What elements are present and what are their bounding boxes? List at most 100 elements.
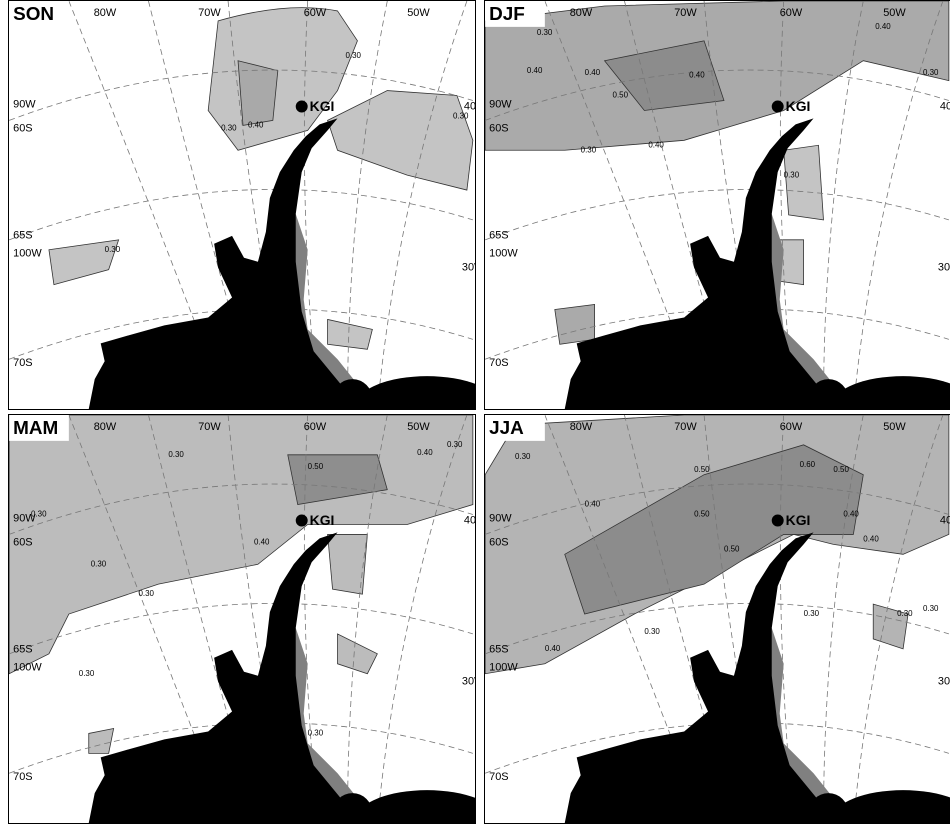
latitude-label: 90W	[489, 512, 512, 524]
station-label: KGI	[310, 98, 335, 114]
latitude-label: 100W	[489, 248, 518, 260]
latitude-label: 90W	[13, 98, 36, 110]
station-marker	[771, 514, 784, 527]
contour-label: 0.40	[585, 500, 601, 509]
latitude-label: 100W	[13, 662, 42, 674]
land	[833, 376, 950, 409]
land	[357, 790, 475, 823]
latitude-label: 70S	[13, 771, 32, 783]
contour-label: 0.30	[105, 245, 121, 254]
contour-label: 0.30	[168, 450, 184, 459]
contour-region	[337, 633, 378, 675]
station-label: KGI	[786, 98, 811, 114]
contour-region	[237, 60, 279, 126]
graticule-lat	[9, 189, 473, 241]
graticule-lat	[485, 483, 949, 535]
latitude-label: 70S	[13, 357, 32, 369]
latitude-label: 70S	[489, 771, 508, 783]
graticule-lon	[852, 415, 944, 823]
antarctic-peninsula	[88, 118, 354, 409]
longitude-label: 30W	[462, 676, 476, 688]
antarctic-peninsula	[564, 532, 830, 823]
graticule-lat	[485, 69, 949, 121]
longitude-label: 80W	[94, 7, 117, 19]
land	[357, 376, 475, 409]
longitude-label: 60W	[780, 7, 803, 19]
contour-label: 0.40	[248, 120, 264, 129]
title-box	[485, 1, 545, 27]
contour-label: 0.30	[31, 510, 47, 519]
graticule-lat	[485, 603, 949, 655]
map-panel: KGI 80W 70W 60W 50W 40W 30W 90W 60S 65S 100W 70S 0.3…	[484, 414, 950, 824]
station-label: KGI	[786, 512, 811, 528]
longitude-label: 80W	[570, 421, 593, 433]
contour-label: 0.30	[345, 51, 361, 60]
contour-region	[48, 239, 120, 286]
map-panel: KGI 80W 70W 60W 50W 40W 30W 90W 60S 65S 100W 70S 0.3…	[484, 0, 950, 410]
latitude-label: 60S	[489, 122, 508, 134]
contour-label: 0.40	[527, 66, 543, 75]
longitude-label: 80W	[94, 421, 117, 433]
contour-label: 0.40	[417, 448, 433, 457]
contour-label: 0.30	[453, 112, 469, 121]
contour-region	[88, 727, 115, 754]
graticule-lon	[703, 415, 765, 823]
longitude-label: 70W	[674, 421, 697, 433]
panel-title: SON	[13, 4, 54, 25]
contour-label: 0.30	[447, 440, 463, 449]
latitude-label: 65S	[489, 230, 508, 242]
contour-label: 0.30	[308, 729, 324, 738]
station-marker	[771, 100, 784, 113]
contour-label: 0.50	[694, 510, 710, 519]
longitude-label: 60W	[304, 7, 327, 19]
contour-label: 0.30	[923, 68, 939, 77]
latitude-label: 90W	[13, 512, 36, 524]
station-label: KGI	[310, 512, 335, 528]
contour-region	[485, 1, 950, 151]
contour-label: 0.30	[581, 145, 597, 154]
contour-label: 0.30	[897, 609, 913, 618]
antarctic-peninsula	[88, 532, 354, 823]
map-panel: KGI 80W 70W 60W 50W 40W 30W 90W 60S 65S 100W 70S 0.3…	[8, 0, 476, 410]
longitude-label: 30W	[462, 262, 476, 274]
contour-label: 0.40	[648, 140, 664, 149]
longitude-label: 30W	[938, 676, 950, 688]
latitude-label: 60S	[13, 122, 32, 134]
contour-label: 0.40	[843, 510, 859, 519]
graticule-lon	[227, 415, 289, 823]
longitude-label: 40W	[464, 100, 476, 112]
graticule-lon	[376, 415, 468, 823]
longitude-label: 40W	[940, 100, 950, 112]
station-marker	[295, 514, 308, 527]
longitude-label: 50W	[883, 421, 906, 433]
latitude-label: 70S	[489, 357, 508, 369]
map-panel: KGI 80W 70W 60W 50W 40W 30W 90W 60S 65S 100W 70S 0.3…	[8, 414, 476, 824]
contour-label: 0.60	[800, 460, 816, 469]
contour-label: 0.40	[585, 68, 601, 77]
longitude-label: 70W	[198, 7, 221, 19]
contour-label: 0.50	[724, 544, 740, 553]
contour-region	[872, 603, 909, 650]
longitude-label: 50W	[407, 7, 430, 19]
graticule-lon	[852, 1, 944, 409]
graticule-lon	[823, 415, 864, 823]
longitude-label: 50W	[407, 421, 430, 433]
antarctic-peninsula	[564, 118, 830, 409]
longitude-label: 40W	[464, 514, 476, 526]
longitude-label: 70W	[198, 421, 221, 433]
contour-label: 0.50	[613, 91, 629, 100]
contour-region	[564, 444, 864, 615]
panel-title: JJA	[489, 418, 524, 439]
contour-region	[327, 90, 474, 191]
longitude-label: 70W	[674, 7, 697, 19]
graticule-lon	[227, 1, 289, 409]
contour-label: 0.30	[515, 452, 531, 461]
title-box	[9, 415, 69, 441]
contour-label: 0.40	[863, 534, 879, 543]
contour-label: 0.30	[139, 589, 155, 598]
contour-label: 0.50	[833, 465, 849, 474]
contour-region	[554, 304, 596, 345]
title-box	[9, 1, 69, 27]
contour-label: 0.30	[923, 604, 939, 613]
graticule-lat	[9, 603, 473, 655]
